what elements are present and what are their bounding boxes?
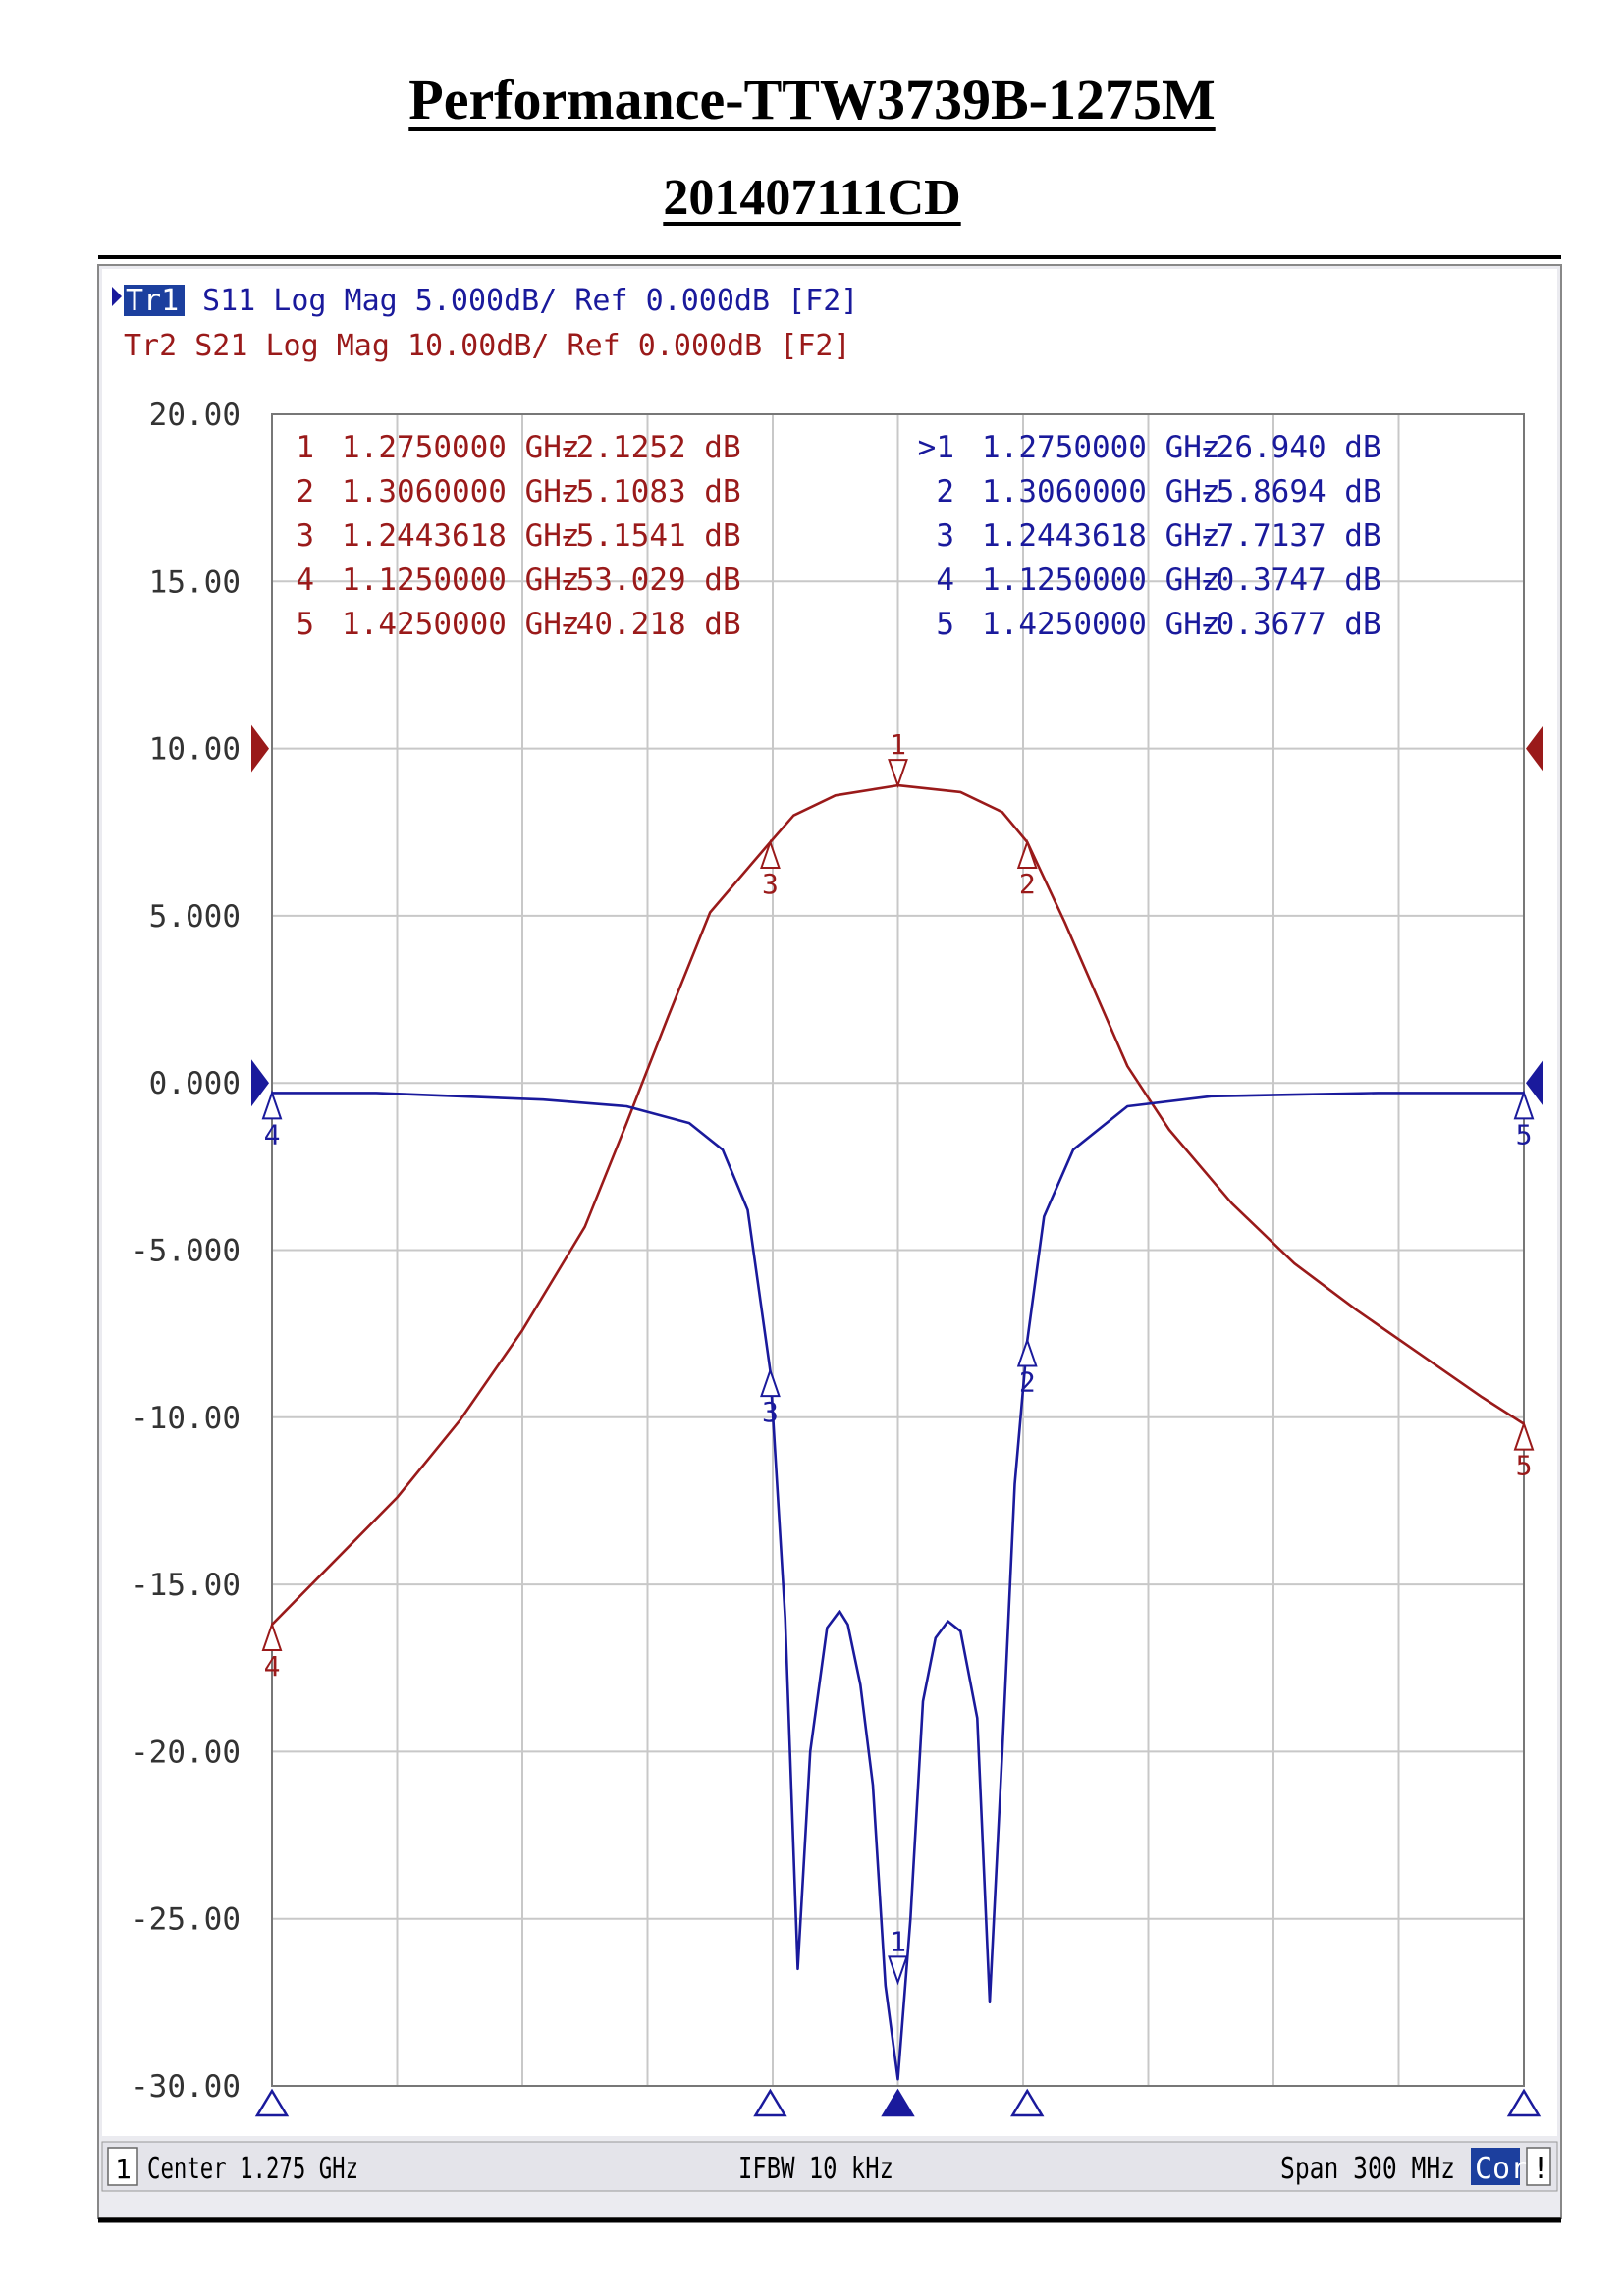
s11-marker-2-icon: [1016, 1337, 1038, 1367]
s21-marker-label: 2: [1019, 868, 1036, 900]
y-tick-label: 5.000: [149, 899, 241, 934]
trace-markers: 1 2 3 4 5 1 2 3 4 5: [261, 728, 1535, 1986]
channel-box[interactable]: [107, 2147, 138, 2186]
s11-readout-value: -0.3747 dB: [1198, 562, 1381, 598]
center-frequency[interactable]: Center 1.275 GHz: [147, 2152, 358, 2186]
channel-number[interactable]: 1: [115, 2153, 132, 2185]
s21-marker-5-icon: [1513, 1420, 1535, 1451]
s11-readout-freq: 1.4250000 GHz: [982, 607, 1220, 642]
title-text: Performance-TTW3739B-1275M: [408, 68, 1216, 132]
y-tick-label: -25.00: [131, 1902, 241, 1938]
s21-readout-value: -5.1541 dB: [558, 518, 741, 554]
tr1-tag[interactable]: Tr1: [126, 284, 179, 318]
s11-marker-label: 4: [264, 1118, 281, 1150]
s11-marker-label: 2: [1019, 1365, 1036, 1398]
tr1-tag-box[interactable]: [124, 285, 185, 316]
s21-marker-label: 4: [264, 1650, 281, 1682]
s21-readout-id: 5: [296, 607, 314, 642]
s11-readout-freq: 1.2750000 GHz: [982, 430, 1220, 465]
ifbw[interactable]: IFBW 10 kHz: [738, 2152, 893, 2186]
y-tick-label: -15.00: [131, 1568, 241, 1603]
subtitle-text: 201407111CD: [663, 170, 961, 226]
active-stimulus-marker-icon: [881, 2088, 915, 2117]
s21-readout-freq: 1.4250000 GHz: [342, 607, 580, 642]
active-trace-pointer-icon: [112, 287, 122, 306]
y-tick-label: 15.00: [149, 564, 241, 600]
y-tick-label: 20.00: [149, 398, 241, 433]
s21-marker-label: 1: [890, 728, 906, 761]
s11-readout-id: 3: [936, 518, 954, 554]
display-area: [102, 269, 1557, 2136]
s11-marker-4-icon: [261, 1090, 283, 1120]
s21-readout-value: -40.218 dB: [558, 607, 741, 642]
tr2-header[interactable]: Tr2 S21 Log Mag 10.00dB/ Ref 0.000dB [F2…: [124, 329, 851, 363]
y-tick-label: -5.000: [131, 1234, 241, 1269]
s21-readout-value: -53.029 dB: [558, 562, 741, 598]
y-tick-label: 0.000: [149, 1066, 241, 1101]
s11-readout-value: -7.7137 dB: [1198, 518, 1381, 554]
stimulus-markers: [254, 2088, 1542, 2117]
cor-indicator[interactable]: [1471, 2148, 1520, 2185]
stimulus-marker-icon: [753, 2088, 787, 2117]
s21-ref-left-icon: [251, 724, 269, 773]
y-tick-label: -10.00: [131, 1401, 241, 1436]
s11-marker-5-icon: [1513, 1090, 1535, 1120]
s11-readout-freq: 1.2443618 GHz: [982, 518, 1220, 554]
stimulus-marker-icon: [1010, 2088, 1045, 2117]
s11-readout-value: -26.940 dB: [1198, 430, 1381, 465]
plot-border: [271, 413, 1525, 2087]
span-frequency[interactable]: Span 300 MHz: [1280, 2152, 1455, 2186]
s21-ref-right-icon: [1526, 724, 1543, 773]
s21-readout-id: 1: [296, 430, 314, 465]
s11-ref-right-icon: [1526, 1059, 1543, 1107]
s21-readout-value: -5.1083 dB: [558, 474, 741, 509]
y-tick-label: 10.00: [149, 732, 241, 768]
s21-readout-freq: 1.2750000 GHz: [342, 430, 580, 465]
warning-label[interactable]: !: [1532, 2152, 1549, 2186]
status-bar: [101, 2141, 1558, 2192]
cor-label[interactable]: Cor: [1475, 2152, 1528, 2186]
s11-ref-left-icon: [251, 1059, 269, 1107]
s21-readout-value: -2.1252 dB: [558, 430, 741, 465]
stimulus-marker-icon: [254, 2088, 290, 2117]
s21-marker-label: 3: [762, 868, 779, 900]
s11-readout-id: >1: [918, 430, 954, 465]
s21-marker-label: 5: [1516, 1450, 1533, 1482]
s21-readout-freq: 1.3060000 GHz: [342, 474, 580, 509]
marker-readouts: 1 1.2750000 GHz-2.1252 dB2 1.3060000 GHz-5…: [296, 430, 1380, 642]
s21-marker-2-icon: [1016, 838, 1038, 869]
s11-marker-label: 1: [890, 1925, 906, 1957]
s21-readout-id: 2: [296, 474, 314, 509]
page-subtitle: 201407111CD: [0, 169, 1624, 227]
s11-marker-1-icon: [888, 1955, 908, 1986]
plot-grid: [271, 413, 1525, 2087]
y-tick-labels: 20.00 15.00 10.00 5.000 0.000 -5.000 -10.00 -15…: [131, 398, 241, 2105]
s21-marker-1-icon: [888, 759, 908, 789]
s11-marker-label: 3: [762, 1396, 779, 1428]
trace-s11: [272, 1092, 1524, 2081]
s11-readout-id: 2: [936, 474, 954, 509]
y-tick-label: -20.00: [131, 1735, 241, 1770]
s11-readout-value: -5.8694 dB: [1198, 474, 1381, 509]
reference-arrows: [251, 724, 1543, 1107]
s11-readout-freq: 1.3060000 GHz: [982, 474, 1220, 509]
s21-readout-id: 4: [296, 562, 314, 598]
page-title: Performance-TTW3739B-1275M: [0, 67, 1624, 133]
s11-readout-freq: 1.1250000 GHz: [982, 562, 1220, 598]
s21-readout-freq: 1.1250000 GHz: [342, 562, 580, 598]
s11-marker-3-icon: [760, 1367, 781, 1398]
s21-marker-3-icon: [760, 838, 781, 869]
s11-readout-id: 4: [936, 562, 954, 598]
stimulus-marker-icon: [1506, 2088, 1542, 2117]
y-tick-label: -30.00: [131, 2069, 241, 2105]
s11-readout-id: 5: [936, 607, 954, 642]
s21-readout-id: 3: [296, 518, 314, 554]
s21-marker-4-icon: [261, 1621, 283, 1651]
s21-readout-freq: 1.2443618 GHz: [342, 518, 580, 554]
s11-marker-label: 5: [1516, 1118, 1533, 1150]
warning-box[interactable]: [1526, 2147, 1551, 2186]
s11-readout-value: -0.3677 dB: [1198, 607, 1381, 642]
tr1-header[interactable]: S11 Log Mag 5.000dB/ Ref 0.000dB [F2]: [185, 284, 858, 318]
